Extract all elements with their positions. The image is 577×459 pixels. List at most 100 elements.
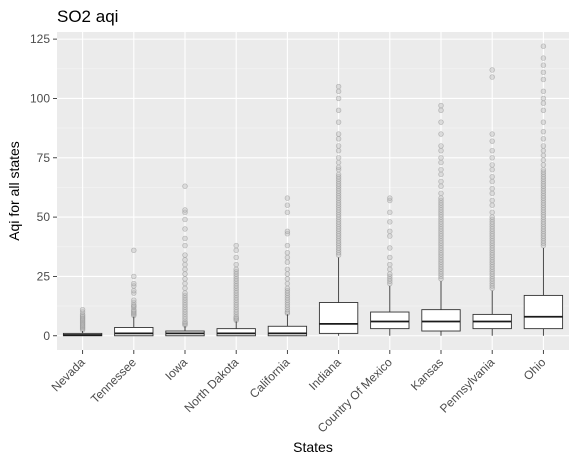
outlier-point	[182, 216, 188, 223]
box-kansas	[421, 102, 461, 336]
outlier-point	[182, 257, 188, 263]
outlier-point	[540, 69, 547, 76]
x-tick-label: California	[247, 355, 293, 401]
outlier-point	[387, 233, 393, 239]
outlier-point	[489, 190, 495, 197]
iqr-box	[421, 309, 461, 332]
outlier-point	[489, 214, 495, 220]
outlier-point	[540, 43, 547, 49]
outlier-point	[182, 290, 188, 296]
outlier-point	[489, 185, 495, 192]
x-tick-label: Indiana	[306, 355, 344, 393]
box-iowa	[165, 183, 205, 337]
outlier-point	[182, 242, 188, 249]
outlier-point	[182, 235, 188, 242]
outlier-point	[387, 195, 393, 201]
outlier-point	[540, 157, 547, 163]
outlier-point	[489, 178, 495, 185]
outlier-point	[540, 95, 547, 102]
outlier-point	[284, 280, 291, 287]
outlier-point	[438, 147, 444, 154]
outlier-point	[284, 250, 291, 256]
outlier-point	[182, 261, 188, 268]
outlier-point	[540, 88, 547, 95]
outlier-point	[131, 273, 137, 280]
box-indiana	[318, 83, 359, 336]
outlier-point	[284, 271, 291, 277]
y-tick-label: 25	[37, 269, 51, 283]
outlier-point	[335, 131, 342, 137]
outlier-point	[438, 178, 444, 185]
outlier-point	[540, 100, 547, 106]
outlier-point	[131, 287, 137, 294]
outlier-point	[284, 266, 291, 273]
outlier-point	[438, 143, 444, 149]
outlier-point	[387, 266, 393, 273]
outlier-point	[335, 171, 342, 178]
outlier-point	[335, 83, 342, 90]
x-tick-label: Kansas	[408, 355, 446, 393]
outlier-point	[438, 190, 444, 197]
outlier-point	[182, 276, 188, 282]
outlier-point	[335, 143, 342, 149]
box-country-of-mexico	[370, 195, 410, 336]
outlier-point	[284, 202, 291, 208]
outlier-point	[284, 285, 291, 291]
x-tick-label: Pennsylvania	[437, 355, 498, 416]
outlier-point	[540, 166, 547, 173]
outlier-point	[489, 74, 495, 80]
outlier-point	[438, 166, 444, 173]
outlier-point	[131, 247, 137, 254]
minor-gridlines	[57, 68, 569, 307]
iqr-box	[318, 302, 359, 334]
outlier-point	[489, 67, 495, 73]
x-axis-title: States	[293, 439, 333, 455]
y-tick-label: 100	[30, 91, 50, 105]
outlier-point	[540, 62, 547, 68]
outlier-point	[335, 164, 342, 170]
x-tick-label: North Dakota	[181, 355, 241, 415]
y-tick-label: 125	[30, 32, 50, 46]
outlier-point	[387, 228, 393, 235]
iqr-box	[216, 328, 256, 337]
outlier-point	[489, 147, 495, 154]
outlier-point	[284, 209, 291, 216]
outlier-point	[335, 107, 342, 114]
outlier-point	[540, 162, 547, 168]
outlier-point	[284, 254, 291, 261]
y-tick-label: 75	[37, 151, 51, 165]
outlier-point	[233, 261, 239, 268]
box-ohio	[523, 43, 564, 336]
outlier-point	[489, 209, 495, 216]
outlier-point	[540, 136, 547, 142]
box-california	[267, 195, 308, 337]
plot-panel	[57, 32, 569, 350]
outlier-point	[540, 55, 547, 61]
outlier-point	[284, 195, 291, 201]
outlier-point	[284, 276, 291, 282]
outlier-point	[335, 88, 342, 95]
outlier-point	[284, 242, 291, 249]
box-tennessee	[114, 247, 154, 337]
outlier-point	[438, 183, 444, 189]
outlier-point	[131, 280, 137, 287]
outlier-point	[540, 143, 547, 149]
box-nevada	[62, 306, 103, 337]
iqr-box	[523, 294, 564, 330]
outlier-point	[335, 159, 342, 166]
outlier-point	[438, 195, 444, 201]
outlier-point	[182, 207, 188, 213]
outlier-point	[489, 162, 495, 168]
outlier-point	[131, 297, 137, 303]
chart-title: SO2 aqi	[57, 7, 118, 26]
outlier-point	[540, 107, 547, 114]
box-series	[62, 43, 564, 337]
outlier-point	[182, 226, 188, 232]
iqr-box	[267, 325, 308, 337]
outlier-point	[489, 155, 495, 161]
outlier-point	[233, 247, 239, 254]
y-tick-label: 50	[37, 210, 51, 224]
outlier-point	[489, 138, 495, 144]
